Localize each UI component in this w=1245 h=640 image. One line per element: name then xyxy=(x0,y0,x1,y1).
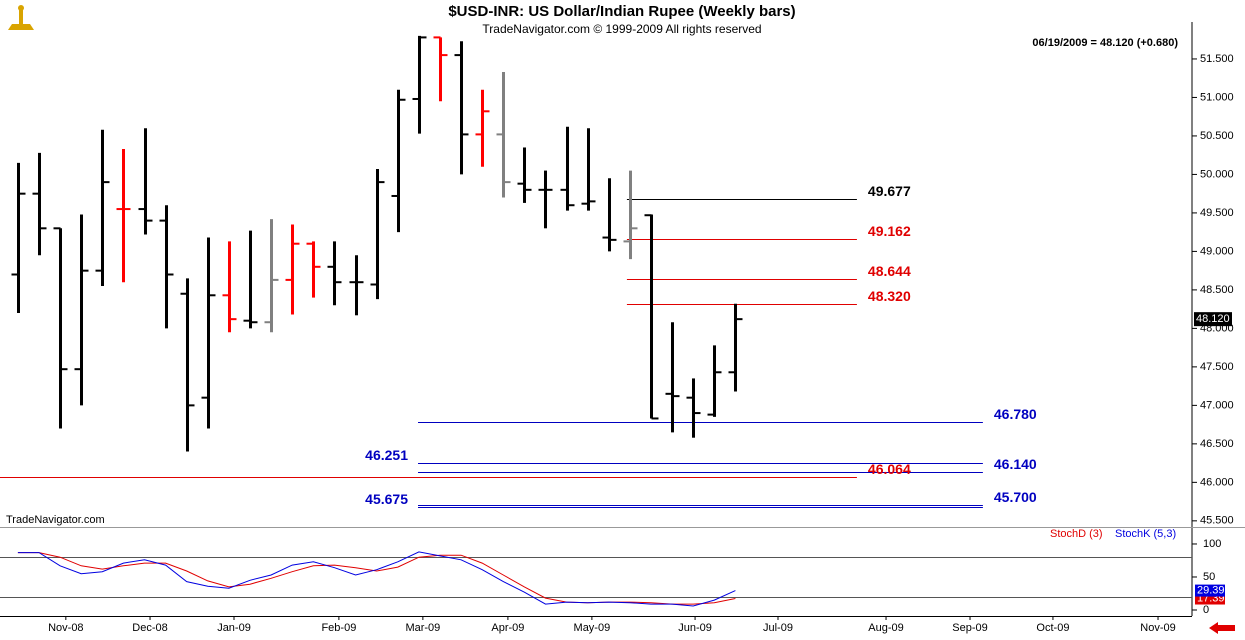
y-tick-label: 46.500 xyxy=(1200,438,1234,450)
x-tick-label: Apr-09 xyxy=(491,622,524,634)
last-price-label: 48.120 xyxy=(1196,313,1230,325)
watermark: TradeNavigator.com xyxy=(6,514,105,526)
x-tick-label: Jan-09 xyxy=(217,622,251,634)
x-tick-label: Dec-08 xyxy=(132,622,167,634)
level-label: 48.644 xyxy=(868,263,911,279)
level-label: 46.251 xyxy=(365,447,408,463)
legend-entry: StochD (3) xyxy=(1050,528,1103,540)
x-tick-label: Feb-09 xyxy=(321,622,356,634)
y-tick-label: 50 xyxy=(1203,571,1215,583)
x-tick-label: Nov-08 xyxy=(48,622,83,634)
series-line xyxy=(17,551,736,607)
y-tick-label: 51.500 xyxy=(1200,53,1234,65)
y-tick-label: 50.000 xyxy=(1200,168,1234,180)
x-tick-label: Mar-09 xyxy=(405,622,440,634)
legend-entry: StochK (5,3) xyxy=(1115,528,1176,540)
y-tick-label: 49.000 xyxy=(1200,245,1234,257)
x-tick-label: May-09 xyxy=(574,622,611,634)
price-note: 06/19/2009 = 48.120 (+0.680) xyxy=(1032,37,1178,49)
y-tick-label: 51.000 xyxy=(1200,91,1234,103)
level-label: 45.700 xyxy=(994,489,1037,505)
last-price-box xyxy=(1194,312,1232,327)
y-tick-label: 49.500 xyxy=(1200,207,1234,219)
y-tick-label: 47.500 xyxy=(1200,361,1234,373)
last-value-box xyxy=(1195,584,1225,597)
x-tick-label: Aug-09 xyxy=(868,622,903,634)
y-tick-label: 0 xyxy=(1203,604,1209,616)
x-tick-label: Jun-09 xyxy=(678,622,712,634)
x-tick-label: Sep-09 xyxy=(952,622,987,634)
level-label: 48.320 xyxy=(868,288,911,304)
y-tick-label: 46.000 xyxy=(1200,476,1234,488)
level-label: 46.140 xyxy=(994,456,1037,472)
level-label: 46.780 xyxy=(994,406,1037,422)
x-tick-label: Oct-09 xyxy=(1036,622,1069,634)
level-label: 46.064 xyxy=(868,461,911,477)
level-label: 45.675 xyxy=(365,491,408,507)
x-tick-label: Jul-09 xyxy=(763,622,793,634)
y-tick-label: 50.500 xyxy=(1200,130,1234,142)
chart-title: $USD-INR: US Dollar/Indian Rupee (Weekly… xyxy=(448,3,795,20)
logo xyxy=(8,5,34,30)
y-tick-label: 45.500 xyxy=(1200,515,1234,527)
chart-subtitle: TradeNavigator.com © 1999-2009 All right… xyxy=(482,22,761,36)
x-tick-label: Nov-09 xyxy=(1140,622,1175,634)
level-label: 49.677 xyxy=(868,183,911,199)
y-tick-label: 48.500 xyxy=(1200,284,1234,296)
last-value-label: 29.39 xyxy=(1197,584,1225,596)
y-tick-label: 100 xyxy=(1203,538,1221,550)
level-label: 49.162 xyxy=(868,223,911,239)
scroll-arrow[interactable] xyxy=(1209,622,1235,634)
y-tick-label: 47.000 xyxy=(1200,399,1234,411)
